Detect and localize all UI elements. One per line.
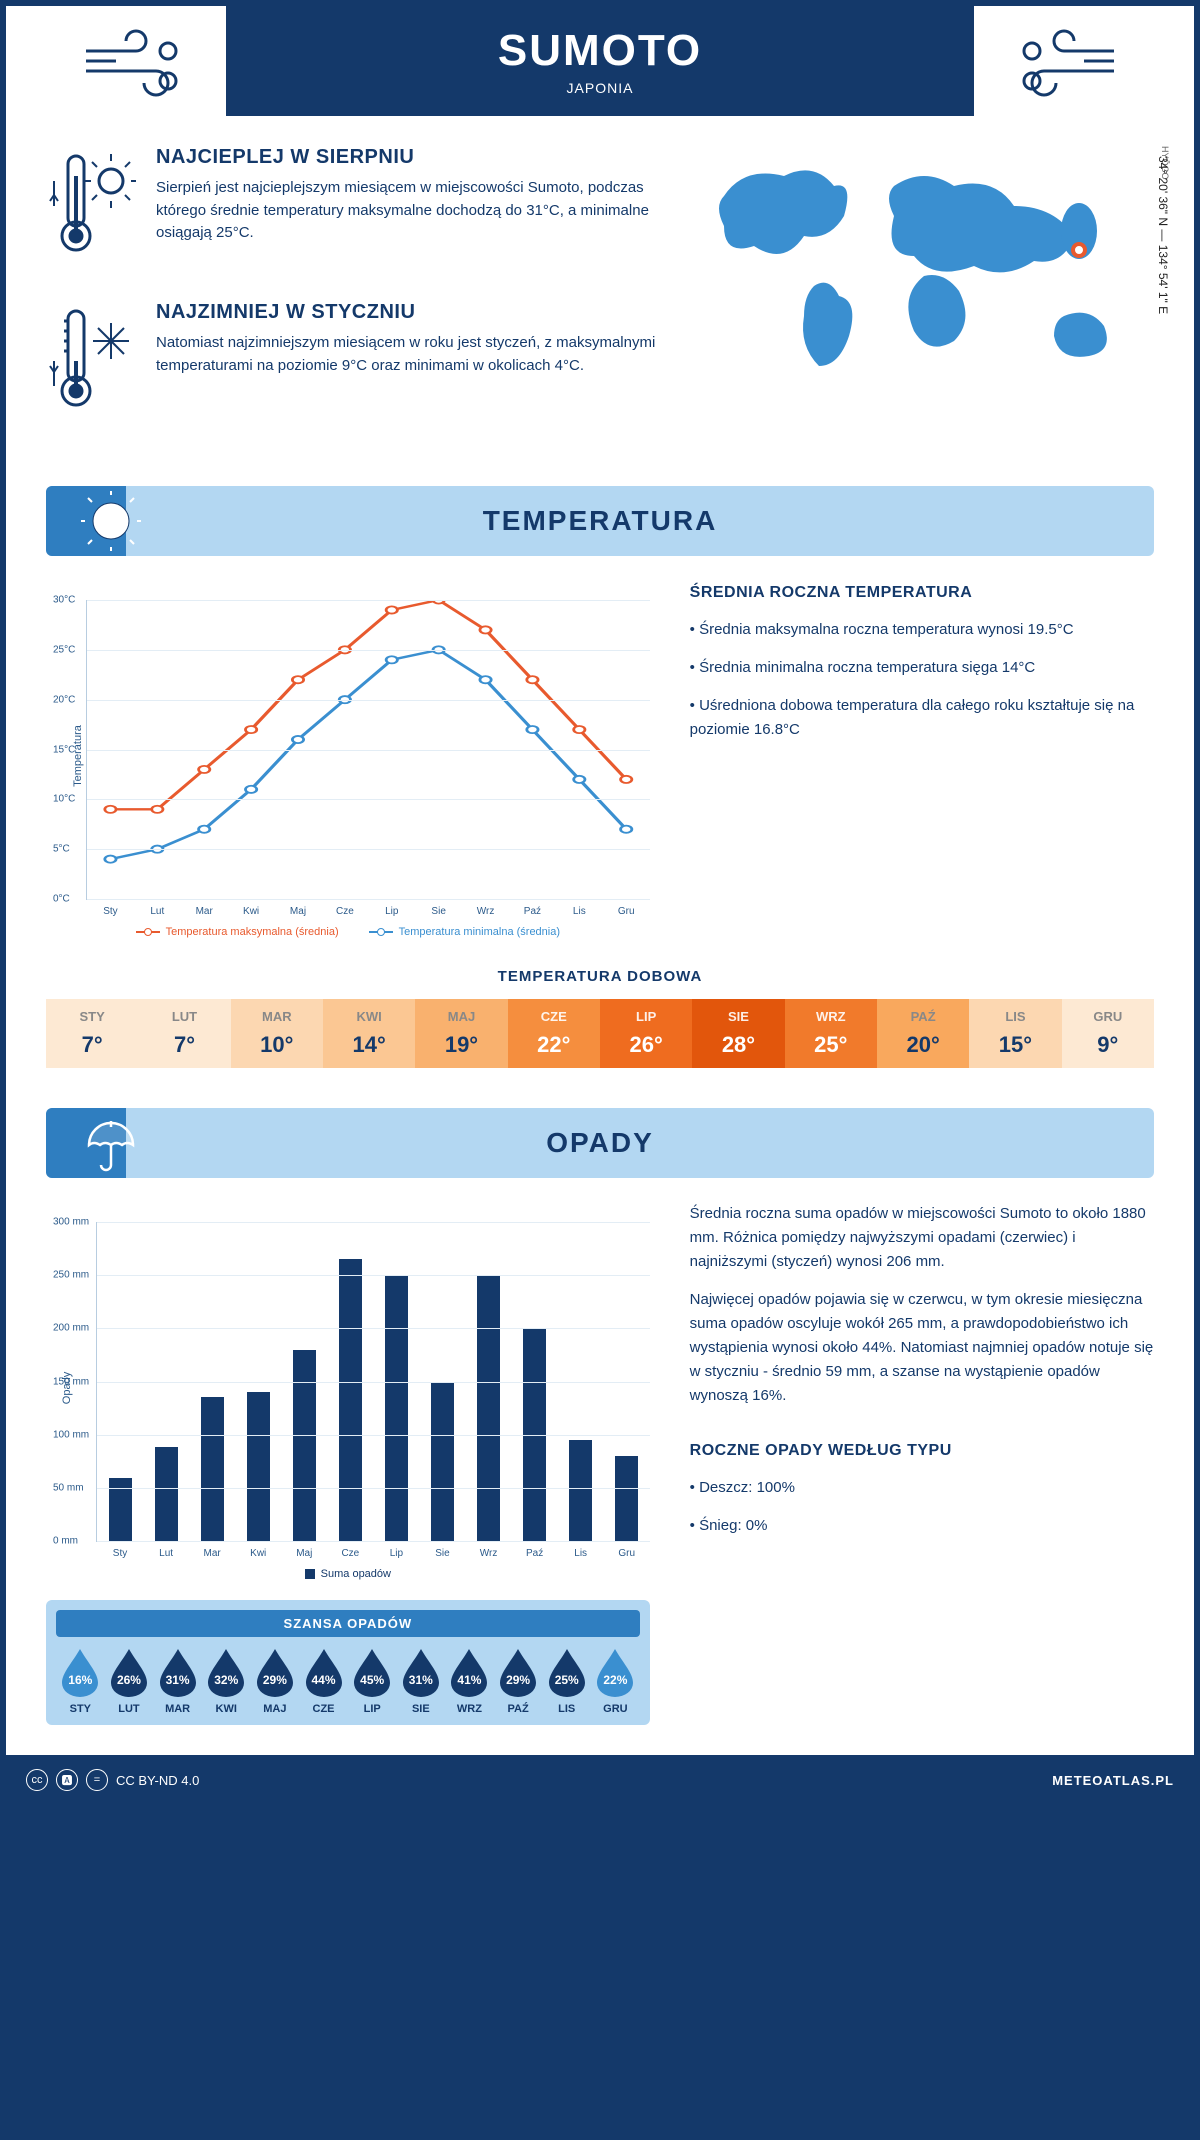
license-block: cc 🅰 = CC BY-ND 4.0 — [26, 1769, 199, 1791]
rain-drop: 29%MAJ — [251, 1647, 300, 1715]
cc-icon: cc — [26, 1769, 48, 1791]
rain-drop: 44%CZE — [299, 1647, 348, 1715]
rain-drop: 45%LIP — [348, 1647, 397, 1715]
temp-ylabel: Temperatura — [72, 725, 84, 787]
umbrella-icon — [81, 1113, 141, 1173]
daily-temp-title: TEMPERATURA DOBOWA — [46, 968, 1154, 985]
temp-legend: Temperatura maksymalna (średnia)Temperat… — [46, 926, 650, 938]
daily-temp-table: STY7°LUT7°MAR10°KWI14°MAJ19°CZE22°LIP26°… — [46, 999, 1154, 1068]
rain-chance-box: SZANSA OPADÓW 16%STY26%LUT31%MAR32%KWI29… — [46, 1600, 650, 1725]
temperature-line-chart: Temperatura 0°C5°C10°C15°C20°C25°C30°CSt… — [46, 580, 650, 938]
temp-cell: GRU9° — [1062, 999, 1154, 1068]
thermometer-hot-icon — [46, 146, 136, 271]
temp-side-text: ŚREDNIA ROCZNA TEMPERATURA • Średnia mak… — [690, 580, 1154, 938]
footer: cc 🅰 = CC BY-ND 4.0 METEOATLAS.PL — [6, 1755, 1194, 1805]
country-subtitle: JAPONIA — [226, 80, 974, 96]
temp-bullet: • Uśredniona dobowa temperatura dla całe… — [690, 694, 1154, 742]
sun-icon — [81, 491, 141, 551]
temp-cell: PAŹ20° — [877, 999, 969, 1068]
precip-legend: Suma opadów — [46, 1568, 650, 1580]
rain-drop: 31%MAR — [153, 1647, 202, 1715]
temp-cell: WRZ25° — [785, 999, 877, 1068]
temperature-section-header: TEMPERATURA — [46, 486, 1154, 556]
temp-cell: SIE28° — [692, 999, 784, 1068]
hot-title: NAJCIEPLEJ W SIERPNIU — [156, 146, 664, 169]
temp-bullet: • Średnia minimalna roczna temperatura s… — [690, 656, 1154, 680]
world-map-panel: HYŌGO 34° 20' 36" N — 134° 54' 1" E — [694, 146, 1154, 456]
precip-section-title: OPADY — [546, 1127, 654, 1159]
precip-legend-label: Suma opadów — [321, 1568, 391, 1580]
cold-title: NAJZIMNIEJ W STYCZNIU — [156, 301, 664, 324]
cold-text: Natomiast najzimniejszym miesiącem w rok… — [156, 332, 664, 377]
temp-cell: KWI14° — [323, 999, 415, 1068]
coldest-block: NAJZIMNIEJ W STYCZNIU Natomiast najzimni… — [46, 301, 664, 426]
rain-drop: 25%LIS — [542, 1647, 591, 1715]
temp-cell: MAR10° — [231, 999, 323, 1068]
temp-bullet: • Średnia maksymalna roczna temperatura … — [690, 618, 1154, 642]
brand-label: METEOATLAS.PL — [1052, 1773, 1174, 1788]
temp-cell: CZE22° — [508, 999, 600, 1068]
precip-side-text: Średnia roczna suma opadów w miejscowośc… — [690, 1202, 1154, 1725]
precip-type-item: • Śnieg: 0% — [690, 1514, 1154, 1538]
rain-drop: 29%PAŹ — [494, 1647, 543, 1715]
precip-para-2: Najwięcej opadów pojawia się w czerwcu, … — [690, 1288, 1154, 1408]
temp-side-title: ŚREDNIA ROCZNA TEMPERATURA — [690, 580, 1154, 606]
rain-drop: 16%STY — [56, 1647, 105, 1715]
wind-icon — [76, 26, 196, 106]
rain-drop: 26%LUT — [105, 1647, 154, 1715]
license-text: CC BY-ND 4.0 — [116, 1773, 199, 1788]
rain-drop: 31%SIE — [396, 1647, 445, 1715]
world-map — [694, 146, 1154, 386]
by-icon: 🅰 — [56, 1769, 78, 1791]
city-title: SUMOTO — [226, 26, 974, 76]
temp-cell: LIS15° — [969, 999, 1061, 1068]
precip-type-title: ROCZNE OPADY WEDŁUG TYPU — [690, 1438, 1154, 1464]
precip-type-item: • Deszcz: 100% — [690, 1476, 1154, 1500]
header: SUMOTO JAPONIA — [226, 6, 974, 116]
precip-bar-chart: Opady StyLutMarKwiMajCzeLipSieWrzPaźLisG… — [46, 1202, 650, 1725]
page: SUMOTO JAPONIA NAJCIEPLEJ W SIERPNIU Sie… — [0, 0, 1200, 1811]
temp-cell: STY7° — [46, 999, 138, 1068]
coordinates: 34° 20' 36" N — 134° 54' 1" E — [1156, 156, 1170, 314]
temp-cell: MAJ19° — [415, 999, 507, 1068]
temp-section-title: TEMPERATURA — [483, 505, 718, 537]
rain-drop: 41%WRZ — [445, 1647, 494, 1715]
hot-text: Sierpień jest najcieplejszym miesiącem w… — [156, 177, 664, 245]
precip-para-1: Średnia roczna suma opadów w miejscowośc… — [690, 1202, 1154, 1274]
temp-cell: LIP26° — [600, 999, 692, 1068]
rain-drop: 22%GRU — [591, 1647, 640, 1715]
hottest-block: NAJCIEPLEJ W SIERPNIU Sierpień jest najc… — [46, 146, 664, 271]
rain-drop: 32%KWI — [202, 1647, 251, 1715]
hero-section: NAJCIEPLEJ W SIERPNIU Sierpień jest najc… — [46, 146, 1154, 456]
thermometer-cold-icon — [46, 301, 136, 426]
nd-icon: = — [86, 1769, 108, 1791]
precip-section-header: OPADY — [46, 1108, 1154, 1178]
chance-title: SZANSA OPADÓW — [56, 1610, 640, 1637]
wind-icon — [1004, 26, 1124, 106]
temp-cell: LUT7° — [138, 999, 230, 1068]
